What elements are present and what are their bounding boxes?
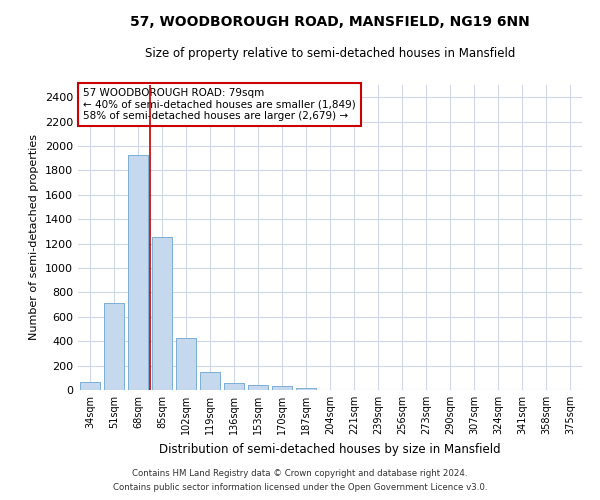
Bar <box>80 382 100 390</box>
Bar <box>296 388 316 390</box>
Text: Size of property relative to semi-detached houses in Mansfield: Size of property relative to semi-detach… <box>145 48 515 60</box>
Bar <box>128 154 148 390</box>
X-axis label: Distribution of semi-detached houses by size in Mansfield: Distribution of semi-detached houses by … <box>159 442 501 456</box>
Bar <box>104 304 124 390</box>
Text: 57, WOODBOROUGH ROAD, MANSFIELD, NG19 6NN: 57, WOODBOROUGH ROAD, MANSFIELD, NG19 6N… <box>130 15 530 29</box>
Bar <box>152 237 172 390</box>
Bar <box>176 338 196 390</box>
Bar <box>248 385 268 390</box>
Y-axis label: Number of semi-detached properties: Number of semi-detached properties <box>29 134 40 340</box>
Text: Contains public sector information licensed under the Open Government Licence v3: Contains public sector information licen… <box>113 483 487 492</box>
Bar <box>272 386 292 390</box>
Bar <box>224 383 244 390</box>
Text: 57 WOODBOROUGH ROAD: 79sqm
← 40% of semi-detached houses are smaller (1,849)
58%: 57 WOODBOROUGH ROAD: 79sqm ← 40% of semi… <box>83 88 356 121</box>
Bar <box>200 372 220 390</box>
Text: Contains HM Land Registry data © Crown copyright and database right 2024.: Contains HM Land Registry data © Crown c… <box>132 468 468 477</box>
